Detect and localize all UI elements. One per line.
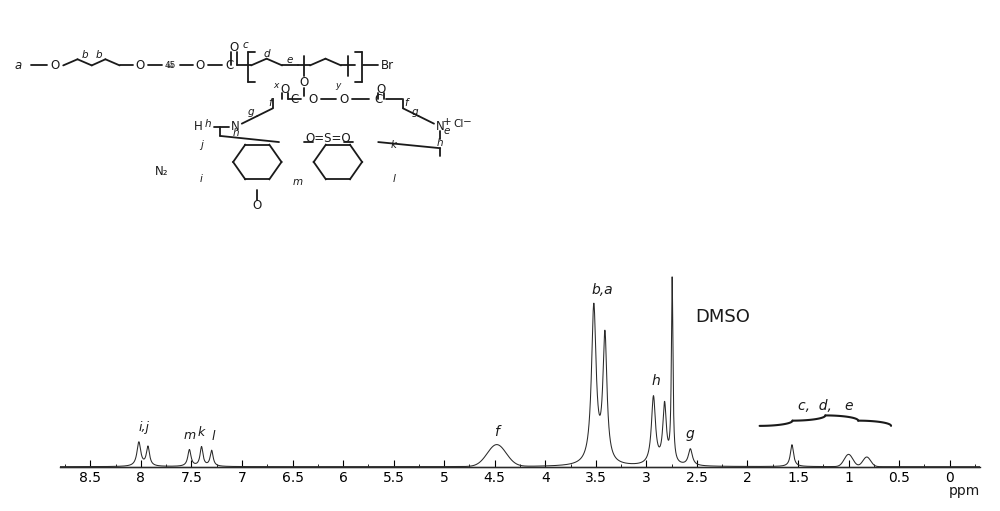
Text: ppm: ppm xyxy=(949,484,980,498)
Text: x: x xyxy=(273,81,279,90)
Text: h: h xyxy=(651,374,660,388)
Text: a: a xyxy=(15,59,22,72)
Text: f: f xyxy=(404,98,408,108)
Text: C: C xyxy=(225,59,234,72)
Text: e: e xyxy=(443,126,450,136)
Text: ₅₄: ₅₄ xyxy=(166,61,174,70)
Text: 45: 45 xyxy=(164,61,176,70)
Text: h: h xyxy=(232,128,239,138)
Text: i: i xyxy=(200,174,203,184)
Text: f: f xyxy=(494,425,499,439)
Text: O: O xyxy=(195,59,204,72)
Text: k: k xyxy=(198,426,205,439)
Text: g: g xyxy=(248,107,254,118)
Text: C: C xyxy=(374,92,382,106)
Text: i,j: i,j xyxy=(138,421,149,434)
Text: O: O xyxy=(50,59,59,72)
Text: O: O xyxy=(308,92,318,106)
Text: c: c xyxy=(242,40,248,51)
Text: N₂: N₂ xyxy=(154,165,168,178)
Text: +: + xyxy=(443,117,452,127)
Text: b: b xyxy=(82,50,88,60)
Text: j: j xyxy=(200,140,203,150)
Text: l: l xyxy=(392,174,395,184)
Text: l: l xyxy=(212,430,215,443)
Text: b,a: b,a xyxy=(591,284,613,297)
Text: O: O xyxy=(299,76,308,89)
Text: −: − xyxy=(462,117,471,127)
Text: O: O xyxy=(253,199,262,212)
Text: H: H xyxy=(194,120,203,133)
Text: N: N xyxy=(436,120,445,133)
Text: c,  d,   e: c, d, e xyxy=(798,399,853,413)
Text: m: m xyxy=(293,177,303,187)
Text: O: O xyxy=(377,82,386,96)
Text: O=S=O: O=S=O xyxy=(306,132,351,146)
Text: Cl: Cl xyxy=(454,119,464,129)
Text: N: N xyxy=(231,120,240,133)
Text: O: O xyxy=(229,40,238,54)
Text: h: h xyxy=(204,119,211,129)
Text: Br: Br xyxy=(381,59,394,72)
Text: f: f xyxy=(268,98,272,108)
Text: m: m xyxy=(183,429,195,442)
Text: g: g xyxy=(686,427,695,441)
Text: DMSO: DMSO xyxy=(695,308,750,326)
Text: h: h xyxy=(437,138,444,148)
Text: O: O xyxy=(281,82,290,96)
Text: k: k xyxy=(391,140,397,150)
Text: b: b xyxy=(96,50,103,60)
Text: O: O xyxy=(135,59,144,72)
Text: e: e xyxy=(287,55,293,65)
Text: d: d xyxy=(263,49,270,59)
Text: y: y xyxy=(335,81,341,90)
Text: C: C xyxy=(290,92,299,106)
Text: g: g xyxy=(412,107,419,118)
Text: O: O xyxy=(339,92,349,106)
